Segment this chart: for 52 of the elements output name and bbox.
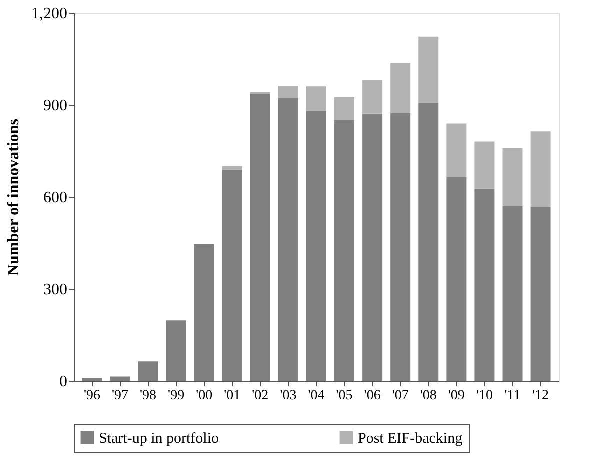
x-tick-label: '06 <box>364 388 381 404</box>
bar <box>474 188 495 381</box>
bar <box>306 111 326 381</box>
bar <box>250 94 270 381</box>
bar <box>474 142 495 189</box>
y-axis-title: Number of innovations <box>6 118 22 276</box>
bar <box>390 113 411 381</box>
bar <box>362 80 383 114</box>
legend-label: Post EIF-backing <box>358 430 464 447</box>
bar <box>446 177 467 381</box>
y-tick-label: 900 <box>44 98 68 114</box>
x-tick-label: '03 <box>280 388 297 404</box>
bar <box>278 86 298 98</box>
bar <box>166 320 186 381</box>
bar <box>418 103 439 381</box>
y-tick-label: 300 <box>44 282 68 298</box>
x-tick-label: '96 <box>84 388 100 404</box>
bar <box>110 376 130 381</box>
x-tick-label: '09 <box>448 388 465 404</box>
y-tick-label: 600 <box>44 190 68 206</box>
bar <box>222 170 242 381</box>
bar <box>334 120 355 381</box>
bar <box>138 362 158 381</box>
x-tick-label: '07 <box>392 388 409 404</box>
bar <box>390 63 411 114</box>
bar <box>334 97 355 120</box>
x-tick-label: '05 <box>336 388 353 404</box>
bar <box>82 378 102 381</box>
x-tick-label: '00 <box>196 388 213 404</box>
x-tick-label: '98 <box>140 388 157 404</box>
x-tick-label: '99 <box>168 388 185 404</box>
x-tick-label: '10 <box>476 388 493 404</box>
x-tick-label: '97 <box>112 388 129 404</box>
bar <box>278 98 298 381</box>
legend-label: Start-up in portfolio <box>99 430 219 447</box>
y-tick-label: 1,200 <box>32 6 68 22</box>
x-tick-label: '11 <box>504 388 521 404</box>
x-tick-label: '04 <box>308 388 325 404</box>
bar <box>502 148 523 207</box>
bar <box>530 207 551 381</box>
bar <box>502 206 523 381</box>
bar <box>306 86 326 112</box>
x-tick-label: '02 <box>252 388 269 404</box>
bar <box>446 124 467 178</box>
x-tick-label: '08 <box>420 388 437 404</box>
x-tick-label: '12 <box>532 388 550 404</box>
bar <box>362 114 383 381</box>
bar <box>194 244 214 381</box>
x-tick-label: '01 <box>224 388 241 404</box>
bar <box>418 36 439 104</box>
y-tick-label: 0 <box>60 374 68 390</box>
bar <box>530 132 551 208</box>
